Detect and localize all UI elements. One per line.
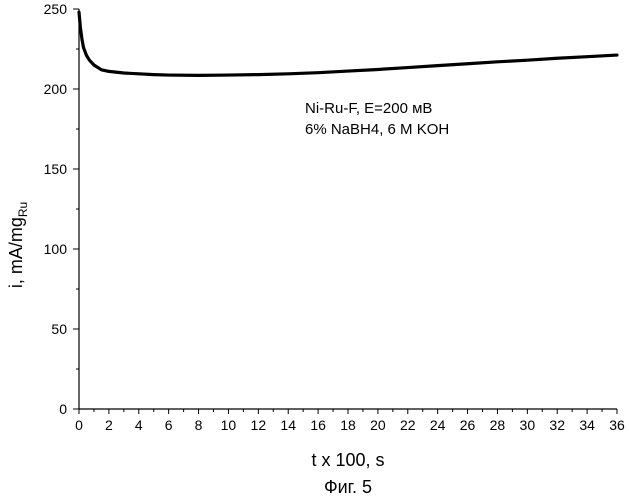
- y-axis-title: i, mA/mgRu: [6, 202, 30, 288]
- x-tick-label: 6: [165, 417, 173, 433]
- annotation-line-2: 6% NaBH4, 6 M KOH: [305, 121, 449, 138]
- x-tick-label: 12: [251, 417, 267, 433]
- x-tick-label: 36: [609, 417, 625, 433]
- x-tick-label: 32: [549, 417, 565, 433]
- y-tick-label: 200: [44, 81, 68, 97]
- x-tick-label: 14: [280, 417, 296, 433]
- x-tick-label: 0: [75, 417, 83, 433]
- x-tick-label: 22: [400, 417, 416, 433]
- x-tick-label: 20: [370, 417, 386, 433]
- x-tick-label: 8: [195, 417, 203, 433]
- y-tick-label: 150: [44, 161, 68, 177]
- annotation-line-1: Ni-Ru-F, E=200 мВ: [305, 100, 432, 117]
- series: [79, 12, 617, 75]
- x-tick-label: 30: [520, 417, 536, 433]
- y-tick-label: 50: [51, 321, 67, 337]
- y-axis-title-subscript: Ru: [16, 202, 30, 217]
- x-tick-label: 34: [579, 417, 595, 433]
- x-axis-title: t x 100, s: [311, 450, 384, 470]
- axes: [79, 9, 617, 409]
- y-tick-label: 250: [44, 1, 68, 17]
- x-tick-label: 18: [340, 417, 356, 433]
- x-tick-label: 2: [105, 417, 113, 433]
- series-line-0: [79, 12, 617, 75]
- figure-caption: Фиг. 5: [324, 477, 372, 497]
- y-tick-label: 0: [59, 401, 67, 417]
- x-tick-label: 24: [430, 417, 446, 433]
- y-axis-title-main: i, mA/mg: [6, 217, 26, 288]
- y-tick-label: 100: [44, 241, 68, 257]
- x-tick-label: 16: [310, 417, 326, 433]
- ticks: 0246810121416182022242628303234360501001…: [44, 1, 625, 433]
- x-tick-label: 4: [135, 417, 143, 433]
- x-tick-label: 28: [490, 417, 506, 433]
- x-tick-label: 26: [460, 417, 476, 433]
- x-tick-label: 10: [221, 417, 237, 433]
